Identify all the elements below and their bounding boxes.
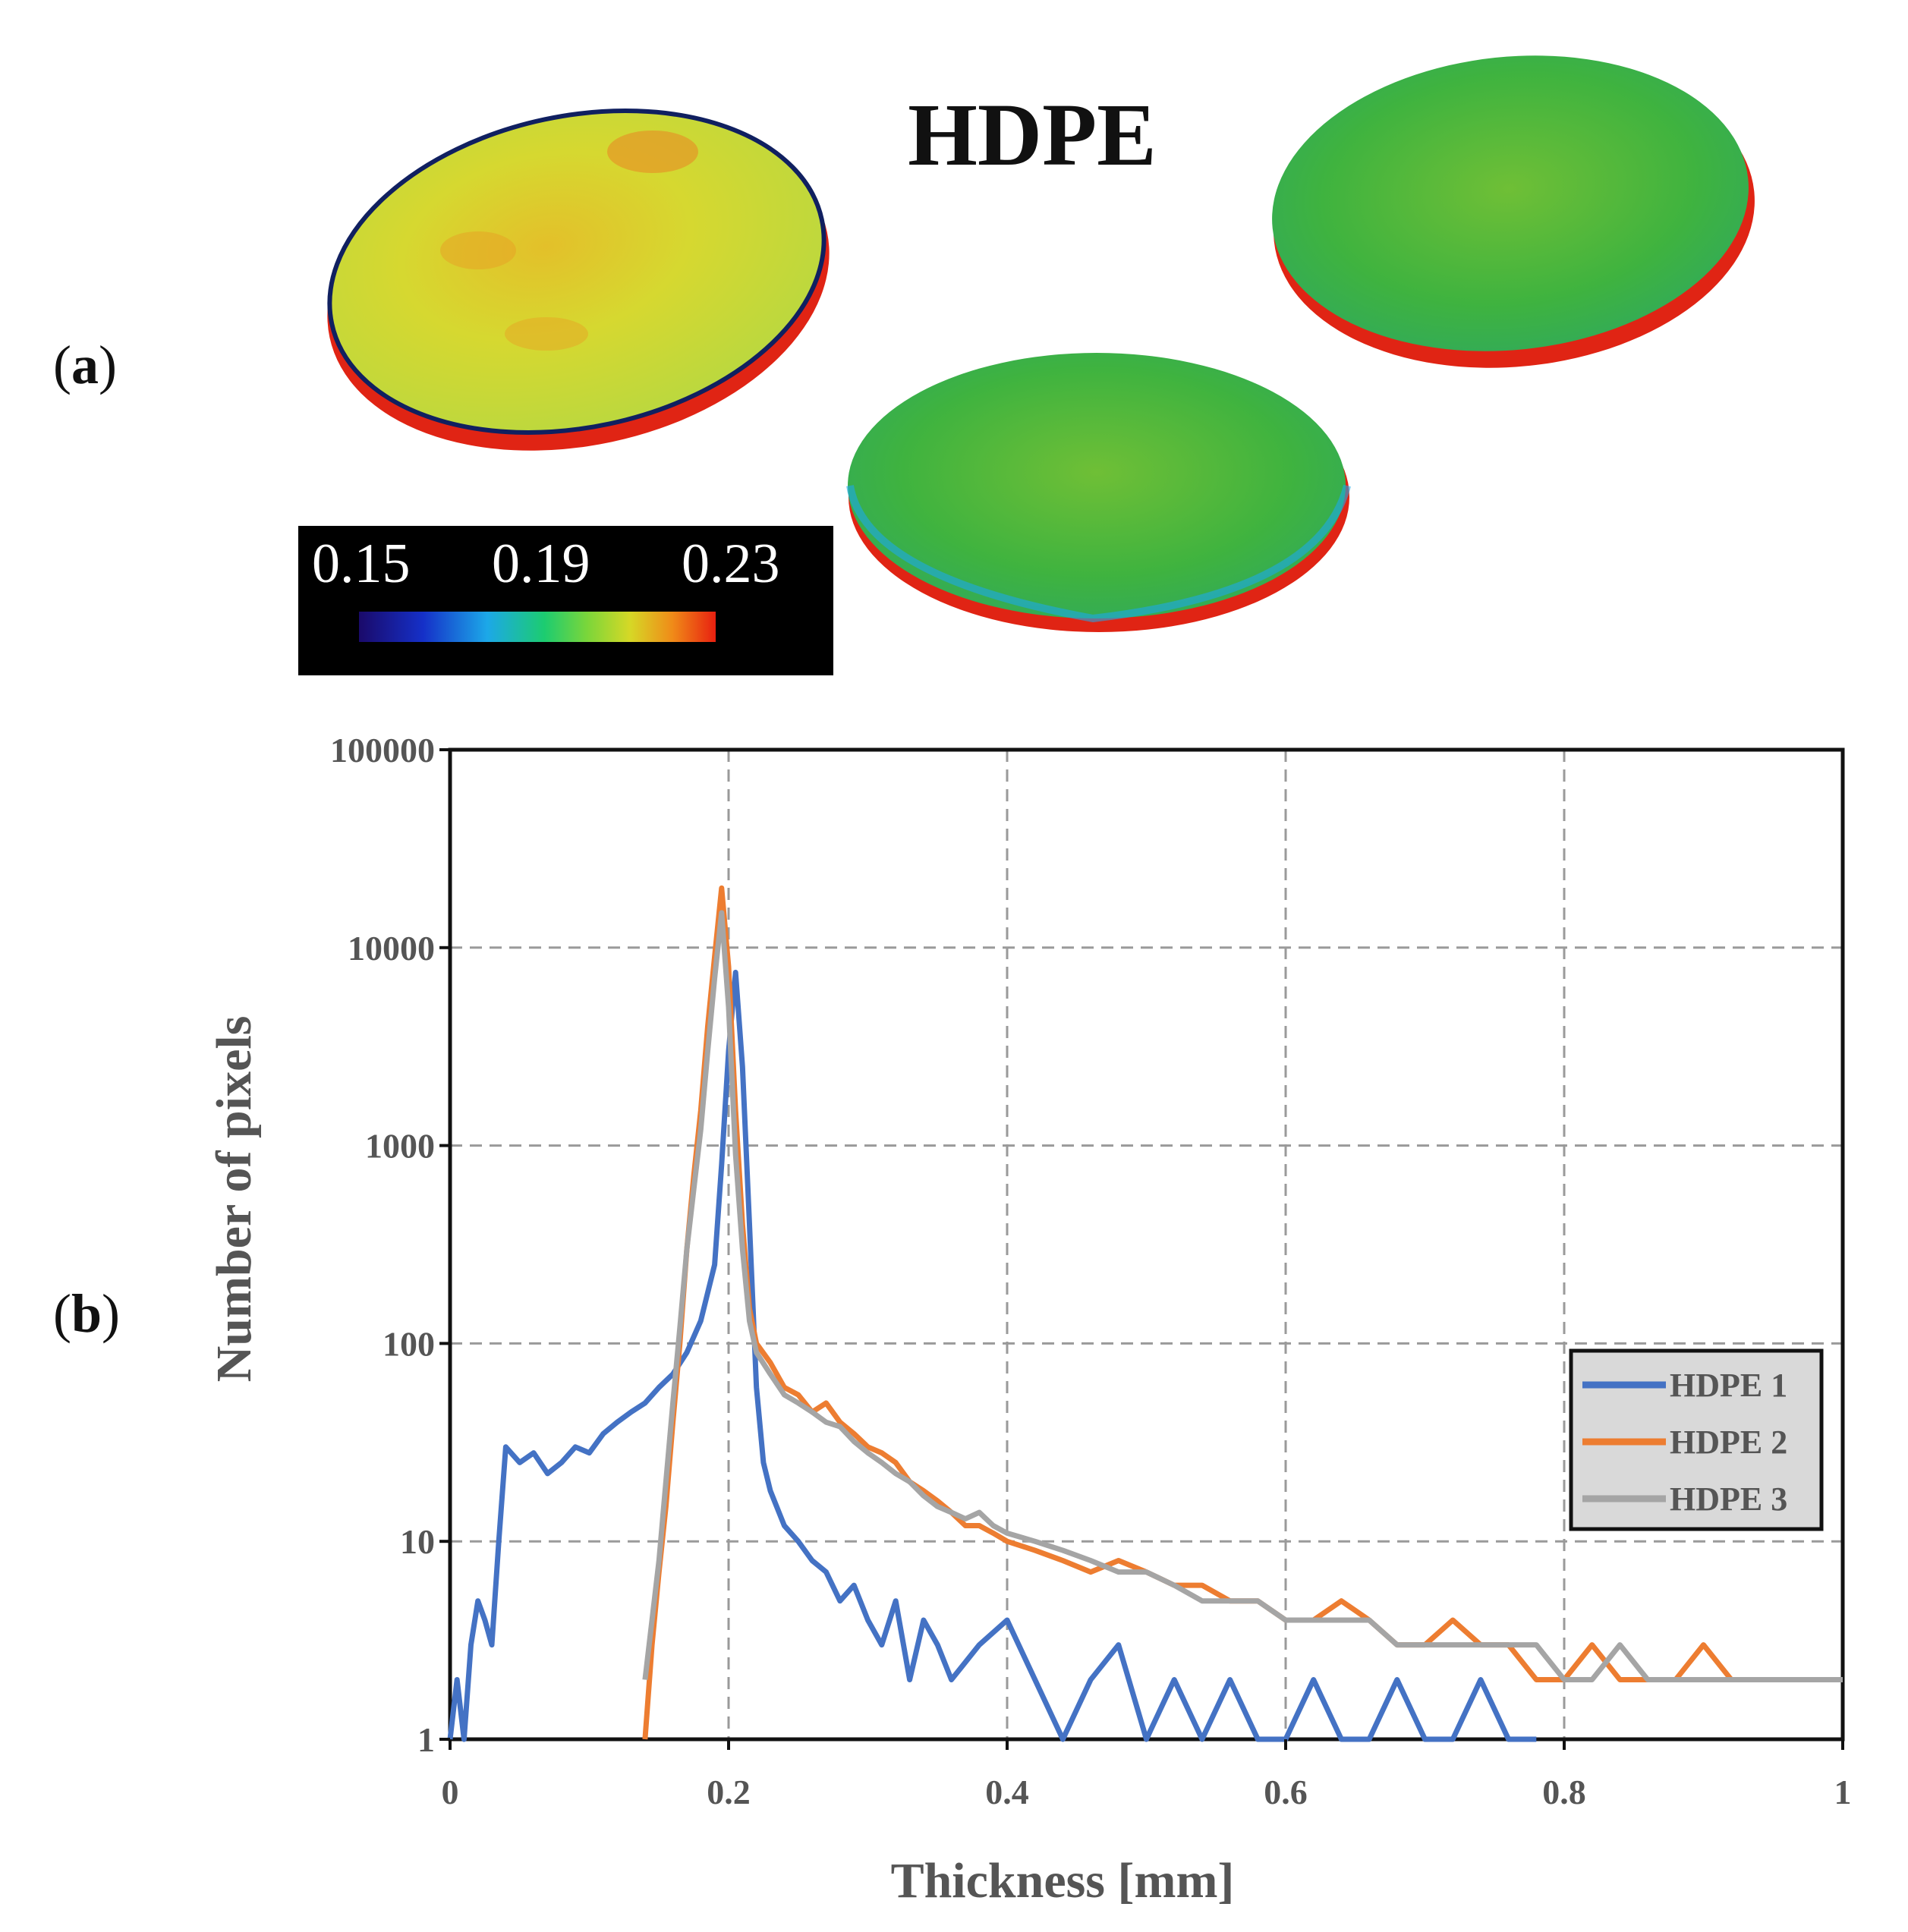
- chart-legend: HDPE 1 HDPE 2 HDPE 3: [1569, 1348, 1824, 1531]
- legend-label-1: HDPE 1: [1670, 1367, 1787, 1404]
- y-axis-label: Number of pixels: [206, 1016, 262, 1383]
- y-tick-label: 1000: [365, 1127, 435, 1166]
- thickness-maps: [327, 55, 1755, 632]
- y-tick-label: 10000: [348, 929, 435, 968]
- panel-label-b: (b): [53, 1283, 121, 1344]
- figure-title: HDPE: [908, 85, 1157, 184]
- x-tick-label: 0.4: [985, 1773, 1029, 1811]
- x-tick-label: 1: [1834, 1773, 1852, 1811]
- legend-label-2: HDPE 2: [1670, 1424, 1787, 1461]
- colorbar-gradient: [359, 612, 716, 642]
- colorbar-tick-min: 0.15: [312, 533, 411, 595]
- y-tick-label: 100: [383, 1324, 435, 1363]
- x-tick-label: 0.2: [707, 1773, 751, 1811]
- y-tick-label: 1: [417, 1720, 435, 1759]
- series-line-1: [447, 969, 1537, 1742]
- series-line-2: [642, 885, 1843, 1740]
- colorbar: 0.15 0.19 0.23: [298, 526, 833, 675]
- x-tick-label: 0: [442, 1773, 459, 1811]
- x-tick-label: 0.6: [1264, 1773, 1308, 1811]
- series-line-3: [642, 910, 1843, 1682]
- disc-hdpe-1: [327, 109, 830, 451]
- colorbar-tick-mid: 0.19: [492, 533, 590, 595]
- x-tick-label: 0.8: [1542, 1773, 1586, 1811]
- y-tick-label: 10: [400, 1522, 435, 1561]
- y-tick-label: 100000: [330, 731, 435, 769]
- disc-hdpe-3: [1272, 55, 1755, 368]
- colorbar-tick-max: 0.23: [682, 533, 780, 595]
- disc-hdpe-2: [846, 353, 1351, 632]
- legend-label-3: HDPE 3: [1670, 1480, 1787, 1518]
- panel-label-a: (a): [53, 335, 117, 395]
- x-axis-label: Thickness [mm]: [891, 1853, 1235, 1908]
